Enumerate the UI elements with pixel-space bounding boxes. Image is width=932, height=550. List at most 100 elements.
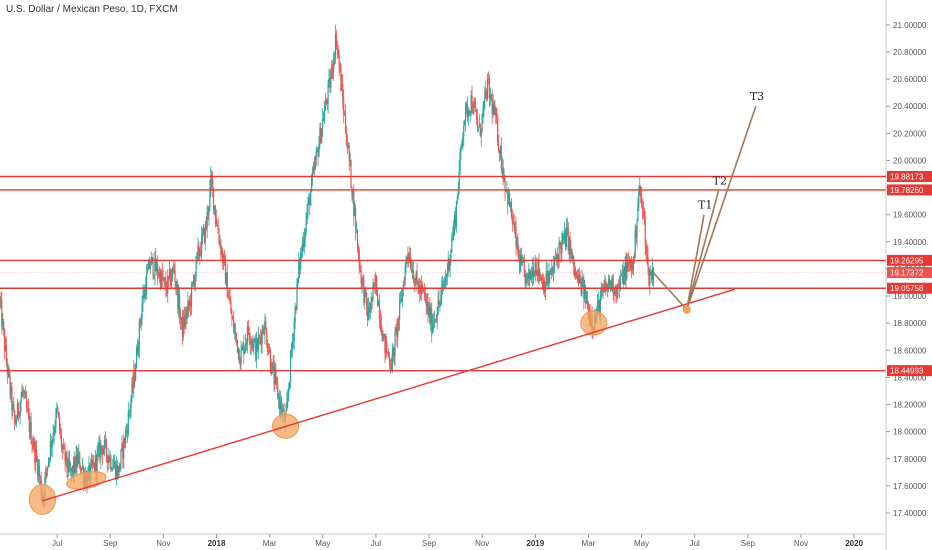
candle-body [300, 252, 303, 254]
candle-body [550, 268, 552, 275]
candle-body [201, 234, 203, 255]
x-tick-label: Jul [371, 539, 381, 548]
candle-body [511, 217, 513, 223]
candle-body [340, 67, 342, 91]
candle-body [65, 451, 67, 462]
y-tick-label: 18.60000 [893, 346, 927, 355]
candle-body [215, 218, 217, 225]
candle-body [380, 322, 382, 334]
candle-body [502, 167, 504, 181]
candle-body [406, 257, 408, 260]
candle-body [336, 47, 338, 49]
candle-body [24, 392, 26, 394]
candle-body [401, 289, 403, 302]
candle-body [148, 260, 150, 269]
candle-body [118, 466, 120, 472]
candle-body [157, 263, 159, 276]
candle-body [407, 253, 409, 258]
candle-body [608, 278, 611, 287]
candle-body [105, 440, 107, 455]
candle-body [524, 270, 526, 285]
candle-body [20, 397, 22, 404]
candle-body [55, 410, 57, 428]
candle-body [266, 329, 268, 346]
candle-body [546, 270, 548, 284]
candle-body [260, 337, 262, 345]
candle-body [111, 469, 113, 471]
candle-body [102, 449, 105, 455]
candle-body [227, 297, 229, 299]
candle-body [399, 300, 401, 321]
candle-body [437, 300, 439, 315]
candle-body [360, 271, 362, 284]
candle-body [537, 260, 539, 276]
candle-body [80, 467, 83, 471]
candle-body [381, 333, 383, 342]
candle-body [315, 151, 317, 160]
candle-body [268, 350, 271, 352]
candle-body [141, 303, 143, 319]
candle-body [165, 280, 167, 291]
candle-body [633, 256, 635, 259]
x-tick-label: 2018 [208, 539, 226, 548]
candle-body [127, 411, 129, 434]
candle-body [51, 440, 53, 447]
candle-body [273, 365, 275, 384]
candle-body [257, 337, 260, 351]
candle-body [222, 250, 224, 264]
candle-body [372, 285, 374, 300]
candle-body [294, 307, 296, 322]
candle-body [313, 166, 315, 169]
x-tick-label: May [315, 539, 330, 548]
candle-body [32, 444, 34, 448]
candle-body [213, 205, 216, 210]
candle-body [113, 464, 115, 468]
y-tick-label: 18.40000 [893, 373, 927, 382]
candle-body [162, 279, 164, 281]
candle-body [0, 299, 1, 303]
candle-body [421, 285, 424, 289]
candle-body [229, 298, 231, 303]
candle-body [119, 464, 121, 472]
candle-body [143, 294, 145, 298]
candle-body [224, 259, 227, 285]
candle-body [280, 400, 282, 413]
candle-body [139, 320, 141, 324]
candle-body [175, 282, 177, 288]
candle-body [565, 227, 568, 247]
candle-body [419, 284, 421, 294]
candle-body [324, 100, 326, 111]
candle-body [509, 193, 511, 207]
candle-body [221, 250, 223, 255]
candle-body [235, 332, 238, 340]
level-price-label: 18.44993 [890, 367, 924, 376]
candle-body [223, 255, 225, 264]
candle-body [305, 218, 307, 233]
candle-body [38, 466, 41, 477]
candle-body [561, 239, 563, 254]
candle-body [465, 105, 467, 121]
candle-body [322, 118, 324, 129]
candle-body [249, 339, 251, 345]
candle-body [533, 274, 535, 277]
candle-body [616, 293, 618, 298]
candle-body [387, 351, 389, 353]
candle-body [53, 432, 55, 435]
candle-body [651, 272, 653, 280]
candle-body [99, 443, 101, 460]
candle-body [115, 464, 118, 479]
candle-body [250, 342, 252, 345]
candle-body [95, 455, 97, 472]
candle-body [494, 108, 496, 115]
candle-body [647, 257, 649, 267]
candle-body [66, 451, 68, 468]
candle-body [432, 322, 435, 324]
candle-body [238, 348, 240, 363]
candle-body [599, 296, 601, 315]
candle-body [64, 448, 66, 462]
candle-body [304, 232, 306, 239]
candle-body [104, 439, 107, 441]
candle-body [378, 301, 381, 320]
candle-body [485, 90, 487, 92]
